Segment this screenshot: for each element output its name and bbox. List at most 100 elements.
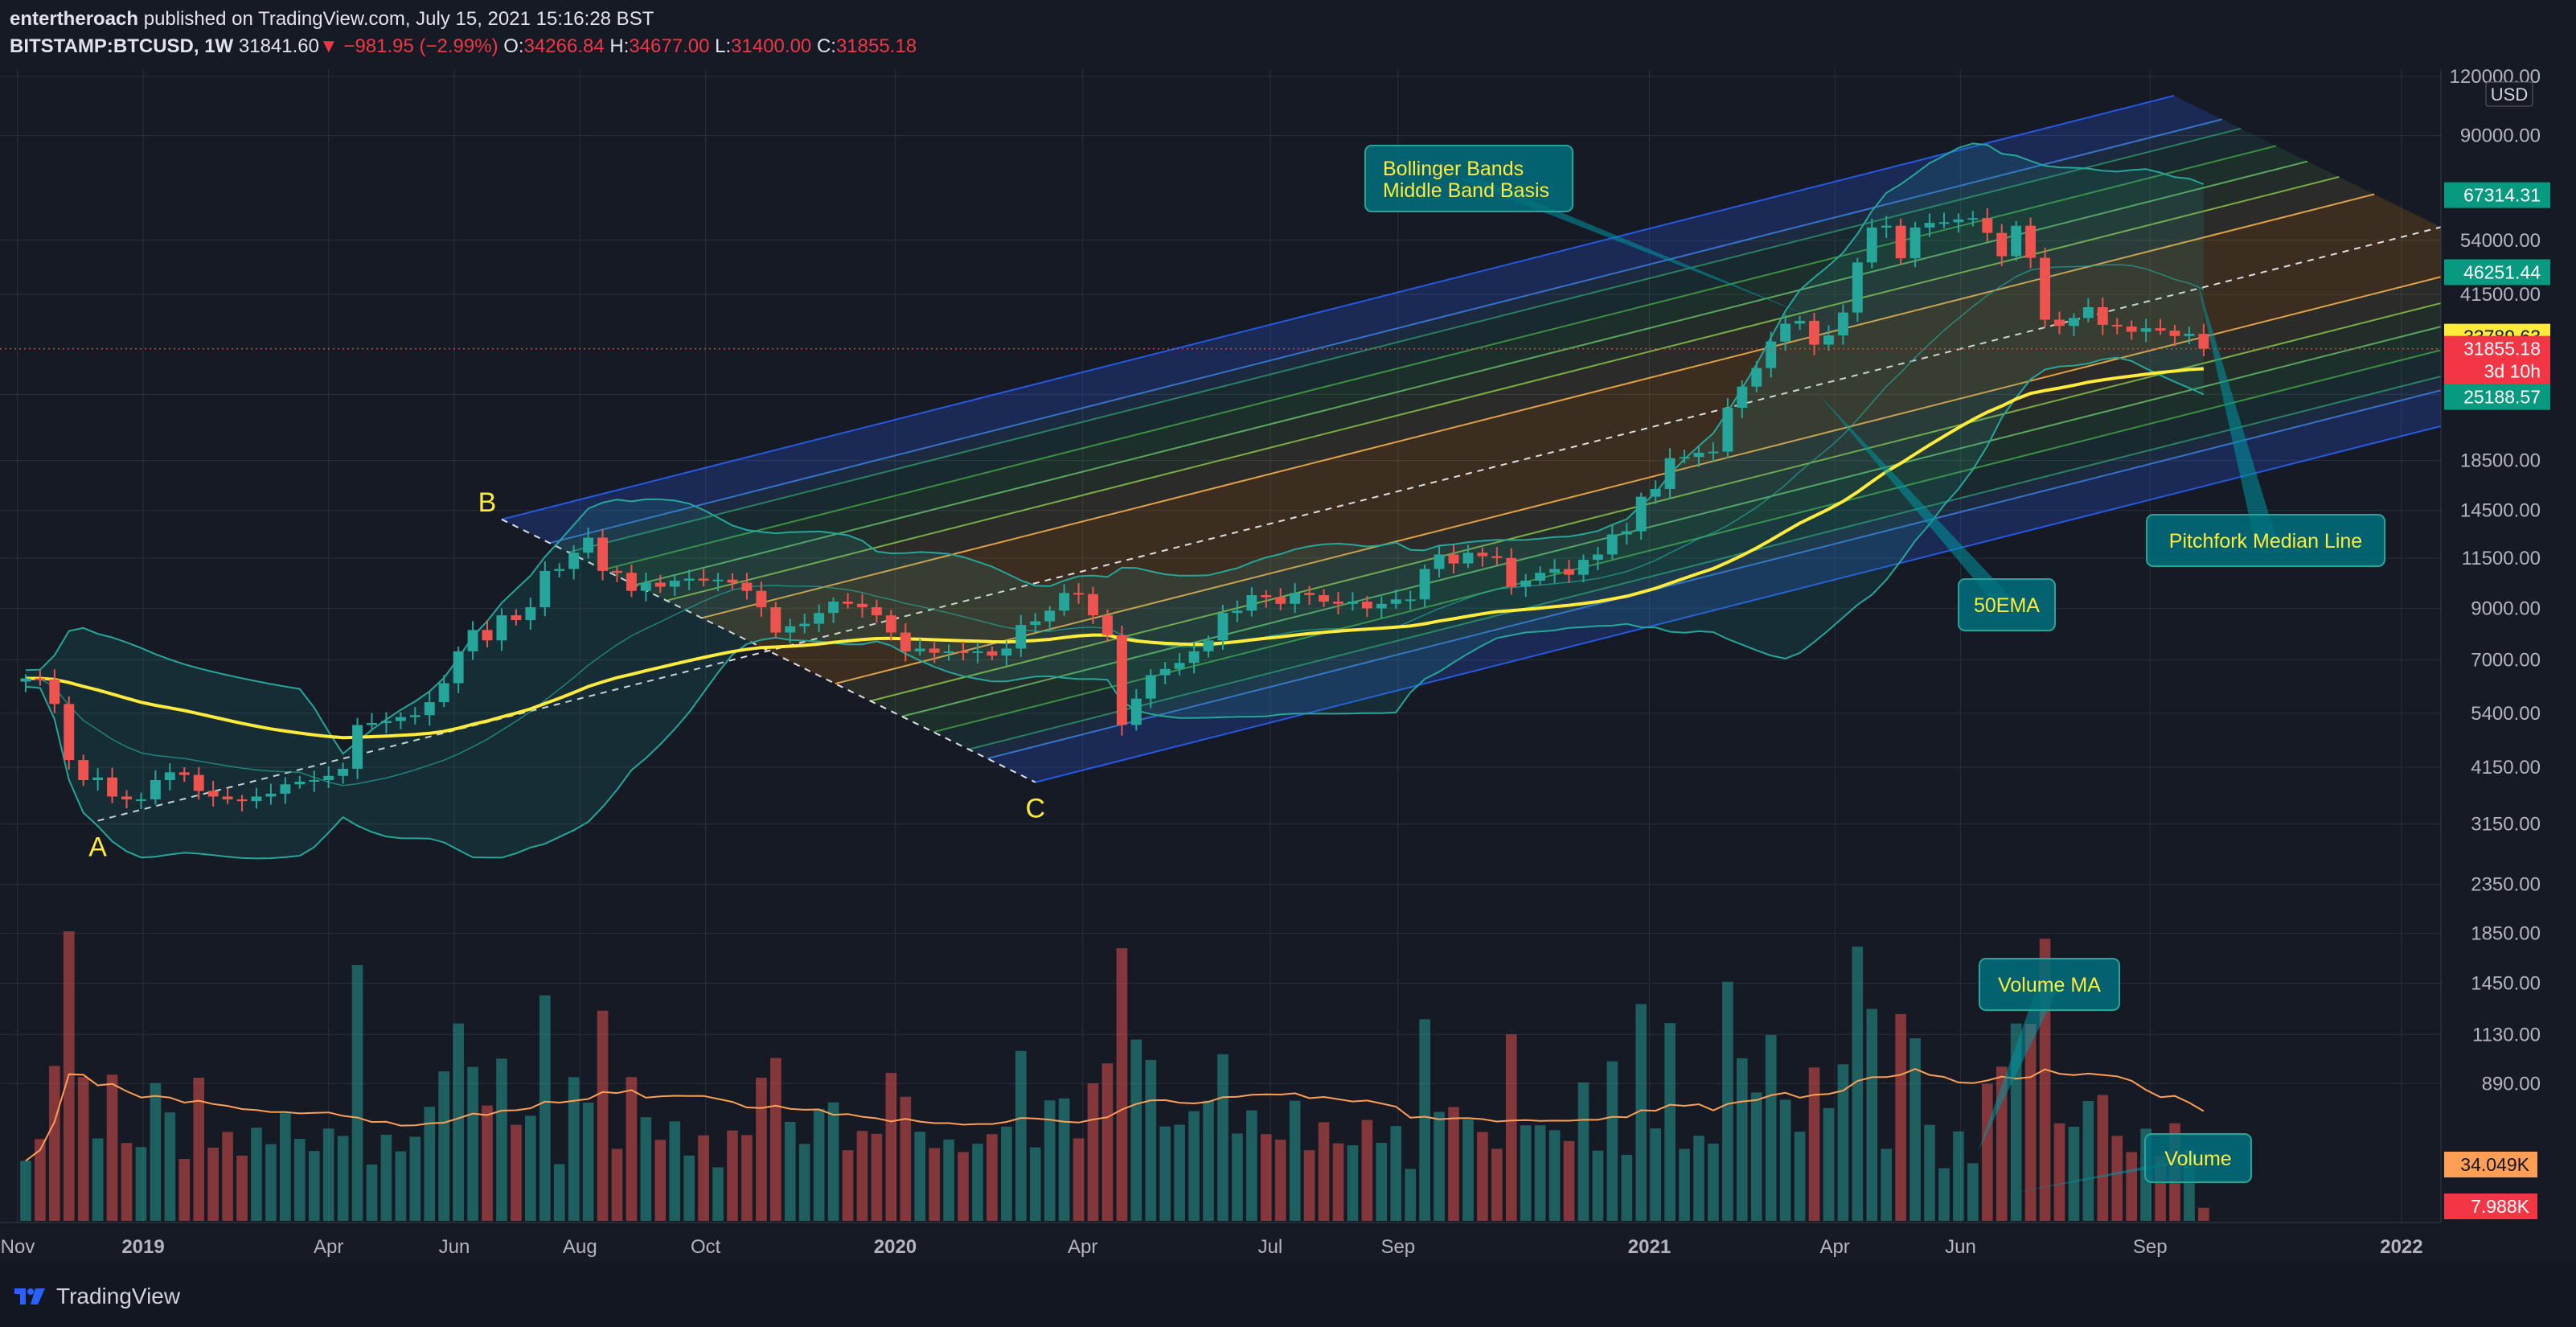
volume-bar [1015,1050,1027,1221]
price-tick-label[interactable]: 11500.00 [2462,548,2541,569]
price-tick-label[interactable]: 90000.00 [2460,125,2541,146]
pitchfork-line[interactable] [1035,359,2576,783]
price-tick-label[interactable]: 1850.00 [2471,922,2541,944]
callout[interactable]: Volume [2010,1133,2252,1193]
callout-box[interactable] [1958,578,2056,631]
price-tick-label[interactable]: 7000.00 [2471,650,2541,672]
time-tick-label[interactable]: 2021 [1628,1236,1671,1258]
price-tick-label[interactable]: 18500.00 [2460,450,2541,471]
volume-ma-line [25,1068,2205,1162]
candle [554,563,565,577]
volume-bar [236,1155,248,1221]
callout[interactable]: Volume MA [1978,958,2120,1152]
price-tick-label[interactable]: 41500.00 [2460,284,2541,306]
bollinger-upper [25,142,2205,755]
volume-bar [1044,1100,1056,1221]
candle-body [1073,593,1085,595]
time-tick-label[interactable]: Apr [314,1236,343,1258]
currency-badge[interactable]: USD [2485,81,2533,107]
candle-body [2040,257,2051,320]
candle-body [1390,599,1401,604]
pitchfork-line[interactable] [987,335,2576,760]
time-tick-label[interactable]: Apr [1068,1236,1097,1258]
price-tick-label[interactable]: 4150.00 [2471,757,2541,779]
time-tick-label[interactable]: 2020 [874,1236,917,1258]
time-tick-label[interactable]: 2022 [2380,1236,2422,1258]
time-tick-label[interactable]: Apr [1819,1236,1849,1258]
candle-body [1174,663,1185,669]
callout-box[interactable] [2146,514,2385,567]
time-tick-label[interactable]: Jul [1258,1236,1283,1258]
time-tick-label[interactable]: Jun [439,1236,470,1258]
candle [150,770,161,805]
price-chart[interactable]: A B C Bollinger Bands Middle Band Basis 50EM… [0,68,2576,1263]
axes[interactable]: 120000.0090000.0054000.0041500.0025500.0… [0,68,2576,1263]
annotations[interactable]: Bollinger Bands Middle Band Basis 50EMA Pit… [1364,145,2385,1193]
pitchfork-line[interactable] [568,127,2242,553]
time-tick-label[interactable]: Nov [1,1236,35,1258]
volume-bar [741,1135,753,1221]
callout-box[interactable] [2144,1133,2252,1183]
pitchfork-line[interactable] [666,175,2340,602]
price-tick-label[interactable]: 2350.00 [2471,873,2541,895]
time-tick-label[interactable]: Oct [691,1236,721,1258]
volume-bar [251,1128,262,1221]
price-tick-label[interactable]: 1130.00 [2472,1024,2541,1046]
pitchfork-line[interactable] [603,145,2277,571]
candle-body [64,704,75,761]
callout[interactable]: 50EMA [1819,394,2056,631]
volume-bar [1274,1139,1286,1221]
callout[interactable]: Bollinger Bands Middle Band Basis [1364,145,1815,318]
candle [525,598,536,631]
time-tick-label[interactable]: Aug [563,1236,597,1258]
pitchfork-line[interactable] [968,326,2576,750]
price-tick-label[interactable]: 5400.00 [2471,703,2541,725]
volume-bar [1924,1124,1935,1221]
pitchfork-line[interactable] [933,308,2576,733]
pitchfork-line[interactable] [501,95,2175,520]
price-tick-label[interactable]: 14500.00 [2460,500,2541,522]
pitchfork-line[interactable] [701,193,2375,619]
callout-pointer [1819,394,2018,605]
candle [929,642,940,664]
volume-bar [1953,1131,1964,1221]
time-tick-label[interactable]: Sep [2133,1236,2168,1258]
time-tick-label[interactable]: Sep [1380,1236,1415,1258]
candle [1304,585,1315,605]
candle-body [1506,557,1517,587]
pitchfork-line[interactable] [549,118,2223,544]
price-tick-label[interactable]: 890.00 [2482,1073,2541,1095]
price-badge-bg [2444,182,2550,208]
candle-body [409,715,420,717]
volume-bar [1145,1059,1157,1221]
time-tick-label[interactable]: 2019 [121,1236,164,1258]
pitchfork-line[interactable] [870,276,2544,702]
price-tick-label[interactable]: 9000.00 [2471,598,2541,619]
volume-bar [1967,1163,1979,1221]
price-tick-label[interactable]: 1450.00 [2471,973,2541,995]
author-name[interactable]: entertheroach [10,8,139,30]
candle [1130,688,1142,731]
ema-line [25,367,2205,740]
pitchfork-handle[interactable] [501,518,1036,783]
time-tick-label[interactable]: Jun [1945,1236,1976,1258]
candle-body [1333,602,1343,604]
volume-bar [1332,1143,1344,1221]
candle-body [2198,334,2209,349]
callout-box[interactable] [1979,958,2120,1011]
volume-badge: 7.988K [2444,1193,2537,1219]
callout-box[interactable] [1364,145,1573,212]
pitchfork[interactable] [97,95,2576,822]
pitchfork-points: A B C [88,487,1045,863]
callout[interactable]: Pitchfork Median Line [2146,278,2385,567]
symbol-name[interactable]: BITSTAMP:BTCUSD, 1W [10,35,234,57]
candle [770,602,781,638]
candle [1809,313,1819,355]
price-tick-label[interactable]: 3150.00 [2471,814,2541,836]
bollinger-lower [25,356,2205,860]
price-tick-label[interactable]: 54000.00 [2460,230,2541,252]
brand[interactable]: TradingView [13,1284,180,1309]
pitchfork-line[interactable] [901,292,2575,717]
candle-body [1217,613,1229,641]
candle [1390,589,1401,610]
